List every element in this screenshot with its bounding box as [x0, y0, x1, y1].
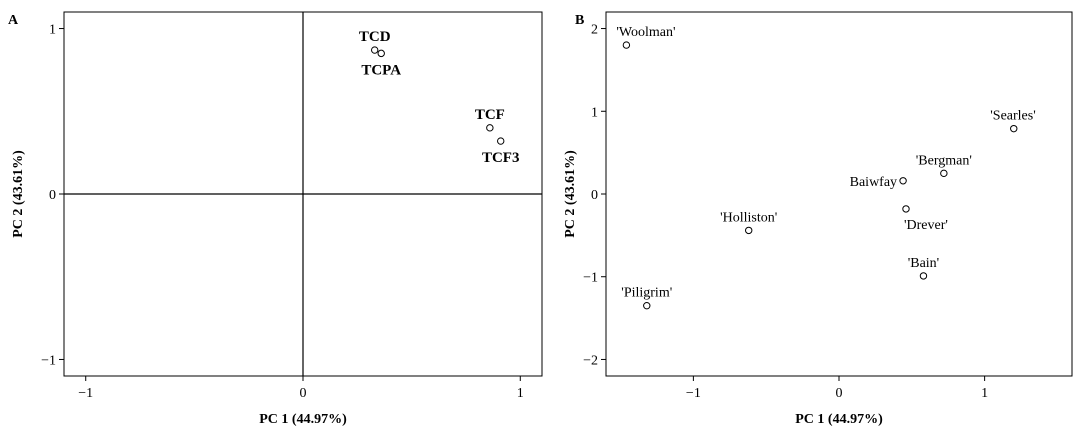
data-point-label: 'Searles': [990, 109, 1035, 124]
y-tick-label: −1: [41, 353, 56, 368]
data-point-label: Baiwfay: [850, 175, 897, 190]
data-point: [497, 137, 505, 145]
y-tick-label: −1: [583, 271, 598, 286]
data-point: [919, 272, 928, 280]
y-tick-label: 0: [49, 188, 56, 203]
y-axis-label: PC 2 (43.61%): [11, 150, 26, 238]
panel-a-chart: −1 0 1 −1 0 1 PC 1 (44.97%) PC 2 (43.61%) A TCD TC…: [8, 11, 543, 427]
data-point-label: TCD: [359, 29, 391, 45]
x-axis-label: PC 1 (44.97%): [795, 412, 883, 427]
data-point: [745, 226, 753, 235]
data-point: [1010, 124, 1018, 133]
data-point: [371, 46, 379, 54]
y-tick-label: −2: [583, 353, 598, 368]
x-tick-label: 1: [981, 386, 988, 401]
data-point-label: 'Woolman': [616, 25, 675, 40]
data-point: [899, 177, 907, 185]
data-point-label: TCF3: [482, 150, 520, 166]
plot-frame: [605, 11, 1073, 377]
y-tick-label: 2: [591, 23, 598, 38]
panel-letter: B: [575, 13, 584, 28]
data-point: [622, 41, 631, 49]
panel-b-chart: −1 0 1 −2 −1 0 1 2 PC 1 (44.97%) PC 2 (43.61%) B 'W…: [563, 11, 1073, 427]
x-tick-label: 0: [300, 386, 307, 401]
x-tick-label: 1: [517, 386, 524, 401]
data-point-label: 'Holliston': [720, 210, 777, 225]
data-point: [940, 169, 948, 178]
x-axis-label: PC 1 (44.97%): [259, 412, 347, 427]
panel-letter: A: [8, 13, 19, 28]
x-tick-label: 0: [836, 386, 843, 401]
data-point: [902, 205, 910, 213]
x-tick-label: −1: [78, 386, 93, 401]
data-point-label: 'Bergman': [916, 153, 972, 168]
data-point-label: TCF: [475, 107, 505, 123]
data-point: [643, 301, 651, 310]
data-point: [377, 49, 385, 58]
data-point-label: 'Bain': [908, 256, 940, 271]
data-point-label: 'Piligrim': [621, 286, 672, 301]
x-tick-label: −1: [686, 386, 701, 401]
y-tick-label: 1: [591, 105, 598, 120]
data-point-label: 'Drever': [904, 218, 948, 233]
y-tick-label: 1: [49, 23, 56, 38]
data-point-label: TCPA: [361, 62, 401, 78]
y-axis-label: PC 2 (43.61%): [563, 150, 578, 238]
data-point: [486, 124, 494, 132]
y-tick-label: 0: [591, 188, 598, 203]
